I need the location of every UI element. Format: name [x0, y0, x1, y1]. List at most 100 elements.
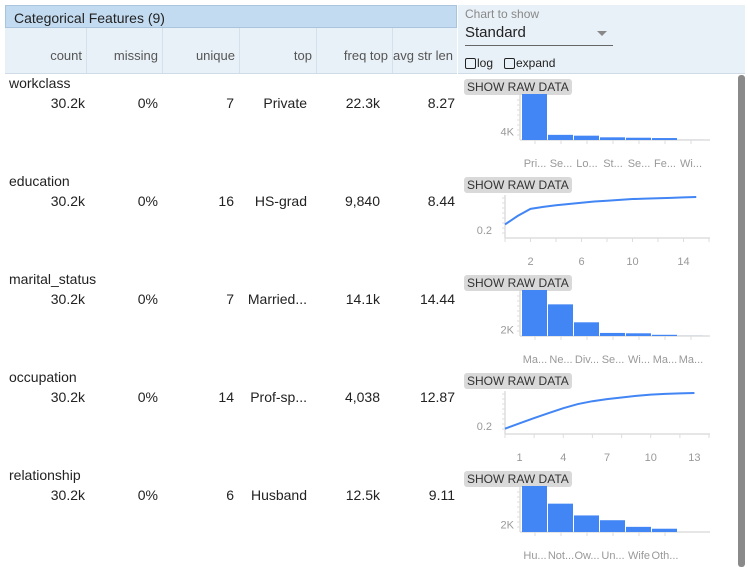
show-raw-data-button[interactable]: SHOW RAW DATA: [464, 373, 572, 389]
value-avg-str-len: 8.27: [427, 95, 455, 111]
x-tick-label: Se...: [628, 158, 651, 170]
y-tick-label: 0.2: [477, 225, 492, 237]
chart-to-show-label: Chart to show: [465, 7, 540, 21]
feature-name: occupation: [9, 369, 77, 385]
value-freq-top: 4,038: [344, 389, 380, 405]
bar: [626, 137, 651, 140]
show-raw-data-button[interactable]: SHOW RAW DATA: [464, 471, 572, 487]
value-freq-top: 14.1k: [345, 291, 380, 307]
bar: [548, 503, 573, 532]
value-unique: 6: [226, 487, 234, 503]
bar: [652, 138, 677, 140]
bar: [600, 137, 625, 140]
bar: [574, 135, 599, 140]
feature-chart: 2 6 10 14 0.2: [477, 195, 710, 268]
x-tick-label: Fe...: [654, 158, 676, 170]
bar: [652, 528, 677, 532]
chart-type-select[interactable]: Standard: [465, 24, 613, 46]
column-headers: count missing unique top freq top avg st…: [5, 28, 457, 74]
col-freq-top[interactable]: freq top: [317, 28, 393, 73]
feature-row: workclass 30.2k 0% 7 Private 22.3k 8.27 SHOW RA…: [0, 75, 738, 173]
dropdown-arrow-icon: [597, 31, 607, 36]
checkbox-icon: [465, 57, 476, 69]
x-tick-label: Wi...: [680, 158, 702, 170]
bar: [522, 94, 547, 140]
bar: [652, 334, 677, 336]
scrollbar[interactable]: [738, 75, 745, 567]
bar: [522, 486, 547, 532]
show-raw-data-button[interactable]: SHOW RAW DATA: [464, 177, 572, 193]
x-tick-label: Se...: [550, 158, 573, 170]
expand-label: expand: [516, 56, 556, 70]
col-missing[interactable]: missing: [87, 28, 163, 73]
feature-row: occupation 30.2k 0% 14 Prof-sp... 4,038 12.87 S…: [0, 369, 738, 467]
value-unique: 7: [226, 95, 234, 111]
x-tick-label: 10: [626, 256, 638, 268]
value-avg-str-len: 9.11: [428, 487, 455, 503]
value-avg-str-len: 8.44: [427, 193, 455, 209]
x-tick-label: Se...: [602, 354, 625, 366]
y-tick-label: 4K: [501, 127, 515, 139]
cdf-line: [504, 392, 695, 430]
x-tick-label: St...: [603, 158, 623, 170]
col-count[interactable]: count: [5, 28, 87, 73]
y-tick-label: 2K: [501, 520, 515, 532]
section-title: Categorical Features (9): [5, 5, 457, 28]
bar: [548, 134, 573, 140]
col-top[interactable]: top: [240, 28, 317, 73]
x-tick-label: Not...: [548, 550, 574, 562]
bar: [522, 290, 547, 336]
value-avg-str-len: 12.87: [419, 389, 455, 405]
value-count: 30.2k: [50, 389, 85, 405]
x-tick-label: Ow...: [574, 550, 599, 562]
cdf-line: [504, 196, 697, 226]
feature-chart: Ma... Ne... Div... Se... Wi... Ma... Ma...2K: [501, 290, 710, 366]
x-tick-label: Ma...: [653, 354, 677, 366]
value-top: Husband: [250, 487, 307, 503]
feature-name: marital_status: [9, 271, 97, 287]
x-tick-label: Lo...: [576, 158, 597, 170]
x-tick-label: 10: [645, 452, 657, 464]
feature-chart: 1 4 7 10 13 0.2: [477, 391, 710, 464]
show-raw-data-button[interactable]: SHOW RAW DATA: [464, 79, 572, 95]
log-checkbox[interactable]: log: [465, 56, 493, 70]
feature-row: relationship 30.2k 0% 6 Husband 12.5k 9.11 SHOW…: [0, 467, 738, 565]
feature-chart: Hu... Not... Ow... Un... Wife Oth... 2K: [501, 486, 710, 562]
feature-name: workclass: [9, 75, 71, 91]
x-tick-label: Ma...: [679, 354, 703, 366]
x-tick-label: Wife: [628, 550, 650, 562]
x-tick-label: 13: [688, 452, 700, 464]
value-count: 30.2k: [50, 95, 85, 111]
value-missing: 0%: [137, 95, 158, 111]
value-freq-top: 9,840: [344, 193, 380, 209]
feature-row: marital_status 30.2k 0% 7 Married... 14.1k 14.…: [0, 271, 738, 369]
value-missing: 0%: [137, 291, 158, 307]
feature-name: relationship: [9, 467, 81, 483]
x-tick-label: Hu...: [523, 550, 546, 562]
x-tick-label: Ma...: [523, 354, 547, 366]
col-avg-str-len[interactable]: avg str len: [393, 48, 453, 63]
value-count: 30.2k: [50, 487, 85, 503]
value-unique: 14: [218, 389, 234, 405]
feature-row: education 30.2k 0% 16 HS-grad 9,840 8.44 SHOW R…: [0, 173, 738, 271]
log-label: log: [477, 56, 494, 70]
value-top: HS-grad: [254, 193, 307, 209]
value-count: 30.2k: [50, 193, 85, 209]
value-freq-top: 22.3k: [345, 95, 380, 111]
x-tick-label: Un...: [601, 550, 624, 562]
expand-checkbox[interactable]: expand: [504, 56, 555, 70]
checkbox-icon: [504, 57, 515, 69]
value-top: Married...: [247, 291, 307, 307]
bar: [574, 515, 599, 532]
value-missing: 0%: [137, 389, 158, 405]
show-raw-data-button[interactable]: SHOW RAW DATA: [464, 275, 572, 291]
value-avg-str-len: 14.44: [419, 291, 455, 307]
chart-type-value: Standard: [465, 24, 526, 41]
value-missing: 0%: [137, 193, 158, 209]
x-tick-label: Pri...: [524, 158, 547, 170]
bar: [626, 333, 651, 336]
x-tick-label: Oth...: [652, 550, 679, 562]
bar: [548, 304, 573, 336]
x-tick-label: Ne...: [549, 354, 572, 366]
col-unique[interactable]: unique: [163, 28, 240, 73]
